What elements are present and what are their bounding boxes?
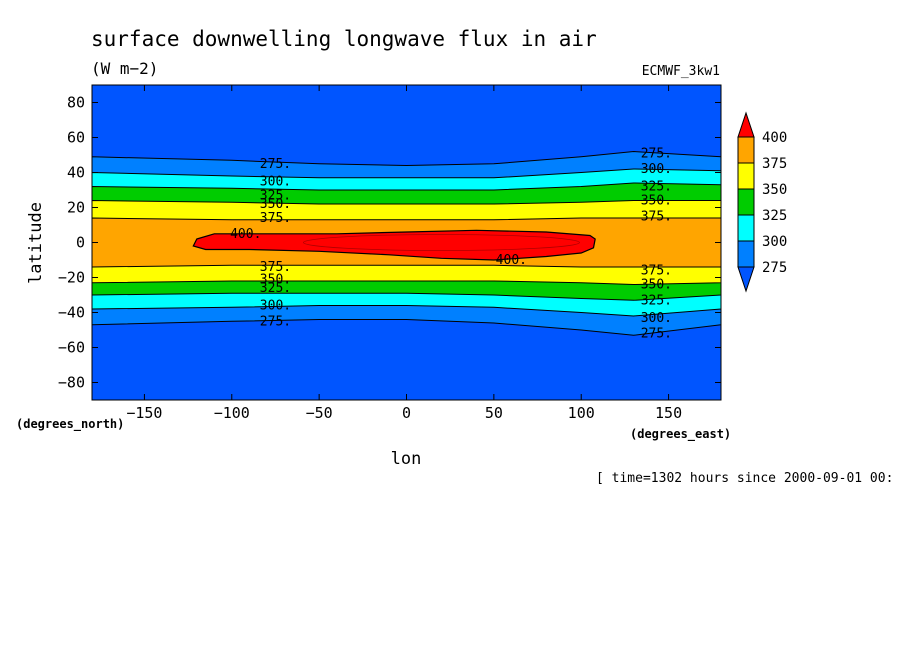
dataset-label: ECMWF_3kw1: [642, 64, 720, 79]
colorbar-label: 325: [762, 208, 787, 224]
colorbar-swatch: [737, 240, 755, 268]
contour-label: 275.: [641, 146, 672, 161]
contour-label: 300.: [260, 299, 291, 314]
contour-label: 300.: [641, 311, 672, 326]
colorbar: 400 375 350 325 300 275: [737, 111, 787, 293]
contour-label: 375.: [260, 211, 291, 226]
colorbar-label: 275: [762, 260, 787, 276]
y-tick-label: 0: [76, 234, 85, 252]
x-tick-label: −100: [214, 404, 250, 422]
units-label: (W m−2): [91, 59, 158, 78]
contour-labels: 275.300.325.350.375.400.375.350.325.300.…: [230, 146, 672, 341]
x-axis: −150 −100 −50 0 50 100 150: [126, 85, 682, 422]
maximum-region: [192, 229, 596, 261]
x-axis-label: lon: [391, 449, 422, 469]
colorbar-bottom-arrow: [737, 266, 755, 293]
contour-label: 375.: [260, 260, 291, 275]
colorbar-label: 300: [762, 234, 787, 250]
y-tick-label: 80: [67, 94, 85, 112]
y-tick-label: −60: [58, 339, 85, 357]
colorbar-label: 400: [762, 130, 787, 146]
contour-label: 325.: [260, 188, 291, 203]
inner-contour: [303, 234, 580, 251]
contour-label: 325.: [641, 180, 672, 195]
contour-label: 375.: [641, 209, 672, 224]
colorbar-swatch: [737, 214, 755, 242]
colorbar-swatch: [737, 136, 755, 164]
y-axis-label: latitude: [26, 202, 46, 284]
y-unit-label: (degrees_north): [16, 417, 124, 432]
colorbar-label: 375: [762, 156, 787, 172]
colorbar-swatch: [737, 162, 755, 190]
x-tick-label: 50: [485, 404, 503, 422]
chart-title: surface downwelling longwave flux in air: [91, 27, 597, 51]
contour-label: 325.: [260, 281, 291, 296]
colorbar-swatch: [737, 188, 755, 216]
y-tick-label: −20: [58, 269, 85, 287]
x-tick-label: 0: [402, 404, 411, 422]
y-tick-label: 40: [67, 164, 85, 182]
contour-label: 350.: [641, 194, 672, 209]
x-tick-label: 100: [568, 404, 595, 422]
colorbar-label: 350: [762, 182, 787, 198]
y-axis: 80 60 40 20 0 −20 −40 −60 −80: [58, 94, 721, 392]
y-tick-label: −40: [58, 304, 85, 322]
contour-label: 300.: [260, 174, 291, 189]
y-tick-label: 20: [67, 199, 85, 217]
x-unit-label: (degrees_east): [630, 427, 731, 442]
contour-label: 350.: [641, 278, 672, 293]
max-region-polygon: [192, 229, 596, 261]
contour-label: 375.: [641, 264, 672, 279]
contour-label: 400.: [496, 253, 527, 268]
x-tick-label: −150: [126, 404, 162, 422]
contour-label: 350.: [260, 272, 291, 287]
y-tick-label: −80: [58, 374, 85, 392]
time-label: [ time=1302 hours since 2000-09-01 00:: [596, 471, 893, 486]
contour-label: 300.: [641, 162, 672, 177]
x-tick-label: 150: [655, 404, 682, 422]
contour-label: 275.: [641, 327, 672, 342]
colorbar-top-arrow: [737, 111, 755, 138]
plot-area: 275.300.325.350.375.400.375.350.325.300.…: [92, 85, 721, 400]
contour-label: 350.: [260, 197, 291, 212]
contour-label: 275.: [260, 157, 291, 172]
contour-label: 400.: [230, 227, 261, 242]
contour-label: 275.: [260, 314, 291, 329]
y-tick-label: 60: [67, 129, 85, 147]
contour-label: 325.: [641, 293, 672, 308]
x-tick-label: −50: [306, 404, 333, 422]
